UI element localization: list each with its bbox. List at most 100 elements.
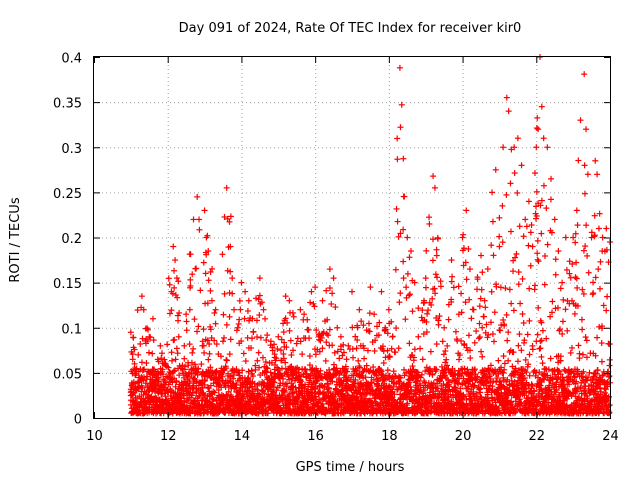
background-point: [252, 366, 259, 373]
background-point: [537, 345, 544, 352]
background-point: [434, 274, 441, 281]
background-point: [207, 364, 214, 371]
background-point: [572, 274, 579, 281]
background-point: [547, 196, 554, 203]
background-point: [165, 381, 172, 388]
data-point: [396, 64, 403, 71]
background-point: [355, 357, 362, 364]
background-point: [583, 222, 590, 229]
x-tick-label: 22: [529, 429, 546, 444]
background-point: [158, 355, 165, 362]
data-point: [231, 306, 238, 313]
background-point: [144, 373, 151, 380]
data-point: [172, 257, 179, 264]
background-point: [526, 317, 533, 324]
background-point: [187, 251, 194, 258]
grid-lines: [94, 57, 610, 418]
background-point: [134, 307, 141, 314]
data-point: [238, 279, 245, 286]
background-point: [402, 316, 409, 323]
background-point: [510, 307, 517, 314]
background-point: [484, 265, 491, 272]
x-tick-label: 16: [307, 429, 324, 444]
x-tick-labels: 10 12 14 16 18 20 22 24: [86, 429, 619, 444]
data-point: [356, 306, 363, 313]
background-point: [143, 400, 150, 407]
y-tick-label: 0.3: [61, 142, 82, 157]
background-point: [406, 340, 413, 347]
background-point: [500, 316, 507, 323]
data-point: [535, 126, 542, 133]
background-point: [254, 357, 261, 364]
background-point: [155, 378, 162, 385]
background-point: [409, 308, 416, 315]
background-point: [489, 218, 496, 225]
background-point: [198, 361, 205, 368]
background-point: [331, 349, 338, 356]
background-point: [496, 214, 503, 221]
background-point: [533, 125, 540, 132]
background-point: [567, 349, 574, 356]
data-point: [326, 266, 333, 273]
data-point: [194, 193, 201, 200]
background-point: [329, 342, 336, 349]
background-point: [417, 345, 424, 352]
data-point: [548, 175, 555, 182]
data-point: [595, 225, 602, 232]
background-point: [255, 349, 262, 356]
background-point: [527, 229, 534, 236]
background-point: [248, 345, 255, 352]
background-point: [543, 205, 550, 212]
background-point: [233, 366, 240, 373]
background-point: [534, 331, 541, 338]
background-point: [231, 385, 238, 392]
background-point: [394, 218, 401, 225]
data-point: [337, 333, 344, 340]
background-point: [594, 334, 601, 341]
background-point: [541, 252, 548, 259]
background-point: [207, 268, 214, 275]
background-point: [173, 345, 180, 352]
background-point: [527, 262, 534, 269]
background-point: [189, 349, 196, 356]
background-point: [259, 354, 266, 361]
background-point: [395, 345, 402, 352]
x-tick-label: 12: [160, 429, 177, 444]
data-point: [312, 284, 319, 291]
background-point: [204, 300, 211, 307]
background-point: [384, 367, 391, 374]
background-point: [149, 350, 156, 357]
background-point: [188, 392, 195, 399]
y-tick-label: 0.2: [61, 232, 82, 247]
background-point: [476, 303, 483, 310]
background-point: [271, 341, 278, 348]
y-tick-label: 0.4: [61, 52, 82, 67]
background-point: [403, 284, 410, 291]
background-point: [539, 327, 546, 334]
background-point: [202, 270, 209, 277]
background-point: [349, 345, 356, 352]
background-point: [144, 338, 151, 345]
background-point: [411, 346, 418, 353]
x-tick-label: 18: [381, 429, 398, 444]
data-point: [529, 243, 536, 250]
background-point: [145, 349, 152, 356]
background-point: [552, 271, 559, 278]
background-point: [263, 337, 270, 344]
background-point: [207, 326, 214, 333]
background-point: [263, 368, 270, 375]
background-point: [187, 282, 194, 289]
data-point: [551, 216, 558, 223]
background-point: [535, 304, 542, 311]
background-point: [139, 384, 146, 391]
background-point: [267, 369, 274, 376]
background-point: [534, 256, 541, 263]
background-point: [236, 316, 243, 323]
background-point: [256, 364, 263, 371]
background-point: [250, 373, 257, 380]
background-point: [426, 214, 433, 221]
background-point: [392, 266, 399, 273]
background-point: [574, 284, 581, 291]
background-point: [196, 226, 203, 233]
data-point: [245, 297, 252, 304]
